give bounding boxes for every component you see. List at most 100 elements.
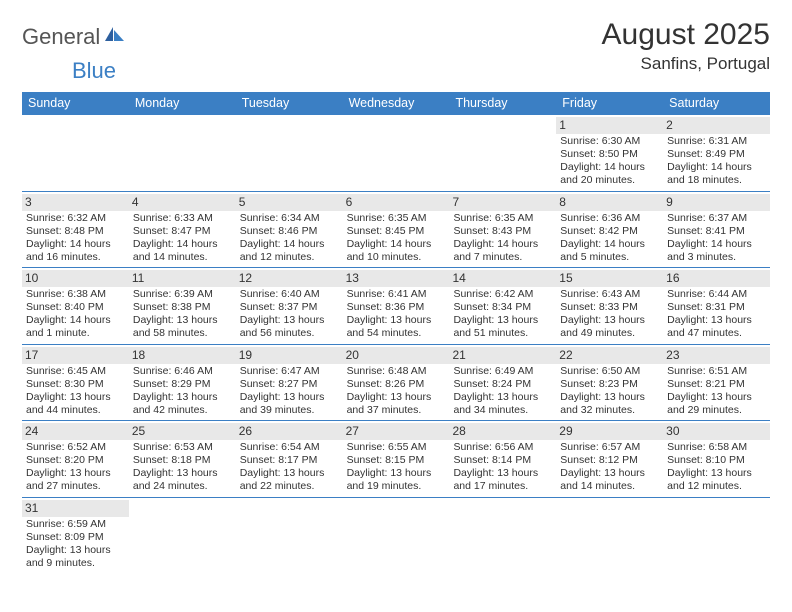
day-number: 26: [236, 423, 343, 440]
daylight-line: Daylight: 13 hours and 9 minutes.: [26, 544, 125, 570]
dow-sunday: Sunday: [22, 92, 129, 115]
sunrise-line: Sunrise: 6:45 AM: [26, 365, 125, 378]
logo: General: [22, 24, 128, 50]
daylight-line: Daylight: 14 hours and 10 minutes.: [347, 238, 446, 264]
sunrise-line: Sunrise: 6:56 AM: [453, 441, 552, 454]
sunset-line: Sunset: 8:26 PM: [347, 378, 446, 391]
day-cell: 4Sunrise: 6:33 AMSunset: 8:47 PMDaylight…: [129, 192, 236, 268]
sunrise-line: Sunrise: 6:39 AM: [133, 288, 232, 301]
day-number: 28: [449, 423, 556, 440]
daylight-line: Daylight: 13 hours and 49 minutes.: [560, 314, 659, 340]
day-number: 17: [22, 347, 129, 364]
day-of-week-row: Sunday Monday Tuesday Wednesday Thursday…: [22, 92, 770, 115]
sunrise-line: Sunrise: 6:31 AM: [667, 135, 766, 148]
daylight-line: Daylight: 14 hours and 20 minutes.: [560, 161, 659, 187]
sunrise-line: Sunrise: 6:55 AM: [347, 441, 446, 454]
sunrise-line: Sunrise: 6:57 AM: [560, 441, 659, 454]
day-cell: 15Sunrise: 6:43 AMSunset: 8:33 PMDayligh…: [556, 268, 663, 344]
sunset-line: Sunset: 8:34 PM: [453, 301, 552, 314]
sunset-line: Sunset: 8:45 PM: [347, 225, 446, 238]
day-number: 13: [343, 270, 450, 287]
sunrise-line: Sunrise: 6:38 AM: [26, 288, 125, 301]
day-cell: 11Sunrise: 6:39 AMSunset: 8:38 PMDayligh…: [129, 268, 236, 344]
day-number: 25: [129, 423, 236, 440]
day-cell: 13Sunrise: 6:41 AMSunset: 8:36 PMDayligh…: [343, 268, 450, 344]
daylight-line: Daylight: 14 hours and 12 minutes.: [240, 238, 339, 264]
day-number: 18: [129, 347, 236, 364]
week-row: 24Sunrise: 6:52 AMSunset: 8:20 PMDayligh…: [22, 421, 770, 498]
day-cell: .: [343, 498, 450, 574]
dow-monday: Monday: [129, 92, 236, 115]
day-cell: .: [236, 498, 343, 574]
day-number: 5: [236, 194, 343, 211]
dow-thursday: Thursday: [449, 92, 556, 115]
sunrise-line: Sunrise: 6:40 AM: [240, 288, 339, 301]
sunrise-line: Sunrise: 6:32 AM: [26, 212, 125, 225]
sunrise-line: Sunrise: 6:59 AM: [26, 518, 125, 531]
day-number: 6: [343, 194, 450, 211]
sunset-line: Sunset: 8:30 PM: [26, 378, 125, 391]
day-number: 11: [129, 270, 236, 287]
day-cell: 17Sunrise: 6:45 AMSunset: 8:30 PMDayligh…: [22, 345, 129, 421]
sunset-line: Sunset: 8:38 PM: [133, 301, 232, 314]
day-cell: 18Sunrise: 6:46 AMSunset: 8:29 PMDayligh…: [129, 345, 236, 421]
daylight-line: Daylight: 14 hours and 1 minute.: [26, 314, 125, 340]
day-cell: 20Sunrise: 6:48 AMSunset: 8:26 PMDayligh…: [343, 345, 450, 421]
sunrise-line: Sunrise: 6:35 AM: [347, 212, 446, 225]
sunset-line: Sunset: 8:48 PM: [26, 225, 125, 238]
day-number: 7: [449, 194, 556, 211]
sunrise-line: Sunrise: 6:33 AM: [133, 212, 232, 225]
day-cell: 14Sunrise: 6:42 AMSunset: 8:34 PMDayligh…: [449, 268, 556, 344]
day-number: 22: [556, 347, 663, 364]
title-block: August 2025 Sanfins, Portugal: [602, 18, 770, 74]
day-cell: 29Sunrise: 6:57 AMSunset: 8:12 PMDayligh…: [556, 421, 663, 497]
sunset-line: Sunset: 8:42 PM: [560, 225, 659, 238]
day-cell: 31Sunrise: 6:59 AMSunset: 8:09 PMDayligh…: [22, 498, 129, 574]
daylight-line: Daylight: 13 hours and 27 minutes.: [26, 467, 125, 493]
logo-text-blue: Blue: [72, 58, 116, 83]
day-cell: 22Sunrise: 6:50 AMSunset: 8:23 PMDayligh…: [556, 345, 663, 421]
daylight-line: Daylight: 13 hours and 39 minutes.: [240, 391, 339, 417]
sunset-line: Sunset: 8:36 PM: [347, 301, 446, 314]
daylight-line: Daylight: 13 hours and 34 minutes.: [453, 391, 552, 417]
sunrise-line: Sunrise: 6:42 AM: [453, 288, 552, 301]
day-cell: 28Sunrise: 6:56 AMSunset: 8:14 PMDayligh…: [449, 421, 556, 497]
daylight-line: Daylight: 14 hours and 14 minutes.: [133, 238, 232, 264]
dow-wednesday: Wednesday: [343, 92, 450, 115]
day-number: 14: [449, 270, 556, 287]
week-row: 31Sunrise: 6:59 AMSunset: 8:09 PMDayligh…: [22, 498, 770, 574]
dow-friday: Friday: [556, 92, 663, 115]
sunset-line: Sunset: 8:29 PM: [133, 378, 232, 391]
day-cell: 10Sunrise: 6:38 AMSunset: 8:40 PMDayligh…: [22, 268, 129, 344]
daylight-line: Daylight: 13 hours and 12 minutes.: [667, 467, 766, 493]
day-cell: .: [343, 115, 450, 191]
sunset-line: Sunset: 8:43 PM: [453, 225, 552, 238]
daylight-line: Daylight: 13 hours and 29 minutes.: [667, 391, 766, 417]
day-cell: 16Sunrise: 6:44 AMSunset: 8:31 PMDayligh…: [663, 268, 770, 344]
sunset-line: Sunset: 8:18 PM: [133, 454, 232, 467]
sunrise-line: Sunrise: 6:30 AM: [560, 135, 659, 148]
week-row: .....1Sunrise: 6:30 AMSunset: 8:50 PMDay…: [22, 115, 770, 192]
daylight-line: Daylight: 13 hours and 17 minutes.: [453, 467, 552, 493]
daylight-line: Daylight: 13 hours and 44 minutes.: [26, 391, 125, 417]
sunrise-line: Sunrise: 6:35 AM: [453, 212, 552, 225]
day-number: 23: [663, 347, 770, 364]
month-title: August 2025: [602, 18, 770, 52]
day-number: 16: [663, 270, 770, 287]
day-cell: 27Sunrise: 6:55 AMSunset: 8:15 PMDayligh…: [343, 421, 450, 497]
day-cell: 7Sunrise: 6:35 AMSunset: 8:43 PMDaylight…: [449, 192, 556, 268]
daylight-line: Daylight: 14 hours and 7 minutes.: [453, 238, 552, 264]
sunrise-line: Sunrise: 6:37 AM: [667, 212, 766, 225]
sunrise-line: Sunrise: 6:46 AM: [133, 365, 232, 378]
day-number: 1: [556, 117, 663, 134]
day-cell: 6Sunrise: 6:35 AMSunset: 8:45 PMDaylight…: [343, 192, 450, 268]
sunrise-line: Sunrise: 6:49 AM: [453, 365, 552, 378]
sunset-line: Sunset: 8:21 PM: [667, 378, 766, 391]
day-number: 15: [556, 270, 663, 287]
daylight-line: Daylight: 14 hours and 18 minutes.: [667, 161, 766, 187]
sunrise-line: Sunrise: 6:41 AM: [347, 288, 446, 301]
dow-saturday: Saturday: [663, 92, 770, 115]
location: Sanfins, Portugal: [602, 54, 770, 74]
daylight-line: Daylight: 14 hours and 3 minutes.: [667, 238, 766, 264]
day-cell: .: [236, 115, 343, 191]
